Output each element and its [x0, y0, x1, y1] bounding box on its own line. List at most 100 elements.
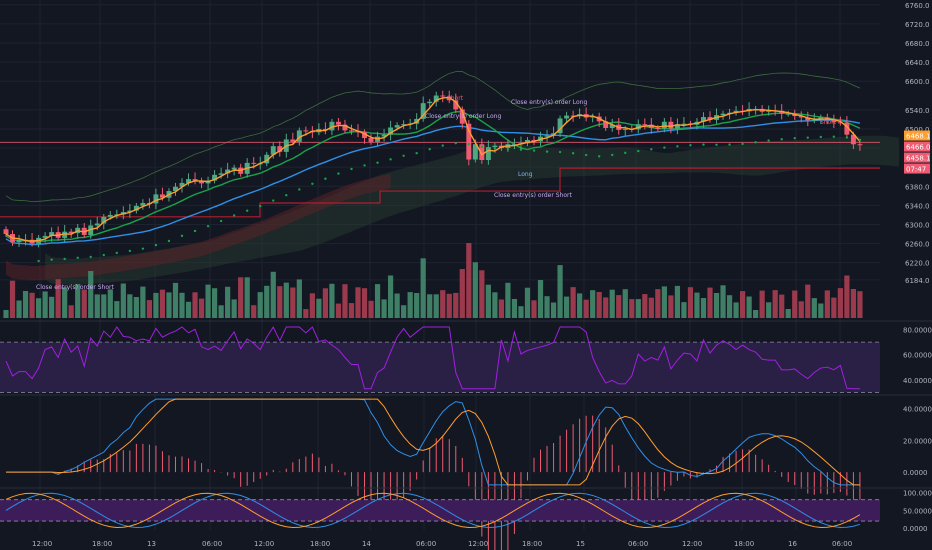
candle-body[interactable]	[798, 116, 804, 118]
candle-body[interactable]	[388, 127, 394, 135]
candle-body[interactable]	[857, 144, 863, 146]
candle-body[interactable]	[49, 232, 55, 236]
volume-bar	[466, 243, 472, 318]
candle-body[interactable]	[844, 122, 850, 135]
candle-body[interactable]	[335, 121, 341, 125]
candle-body[interactable]	[557, 118, 563, 134]
volume-bar	[687, 287, 694, 318]
parabolic-sar-dot	[89, 255, 92, 259]
candle-body[interactable]	[590, 116, 596, 118]
candle-body[interactable]	[349, 130, 354, 132]
candle-body[interactable]	[701, 117, 706, 122]
candle-body[interactable]	[94, 223, 100, 226]
candle-body[interactable]	[192, 179, 198, 181]
candle-body[interactable]	[661, 121, 667, 129]
price-axis-tick-label: 6340.0	[905, 202, 930, 210]
price-axis-tick-label: 6220.0	[905, 260, 930, 268]
candle-body[interactable]	[179, 182, 185, 187]
candle-body[interactable]	[492, 145, 498, 148]
candle-body[interactable]	[642, 124, 648, 126]
candle-body[interactable]	[290, 139, 296, 142]
candle-body[interactable]	[68, 231, 74, 234]
candle-body[interactable]	[655, 128, 661, 129]
candle-body[interactable]	[511, 144, 517, 146]
candle-body[interactable]	[101, 216, 107, 224]
candle-body[interactable]	[850, 134, 856, 145]
volume-bar	[374, 284, 381, 318]
candle-body[interactable]	[831, 119, 837, 123]
volume-bar	[192, 292, 198, 318]
candle-body[interactable]	[479, 144, 485, 160]
price-badge	[904, 130, 930, 141]
candle-body[interactable]	[433, 95, 439, 102]
candle-body[interactable]	[218, 173, 224, 175]
candle-body[interactable]	[707, 117, 713, 120]
candle-body[interactable]	[303, 130, 309, 132]
candle-body[interactable]	[622, 128, 628, 130]
candle-body[interactable]	[544, 135, 550, 137]
macd-axis-tick-label: 0.0000	[903, 469, 928, 477]
candle-body[interactable]	[153, 194, 159, 204]
candle-body[interactable]	[420, 103, 426, 119]
candle-body[interactable]	[264, 154, 270, 164]
candle-body[interactable]	[472, 144, 478, 160]
candle-body[interactable]	[3, 229, 9, 235]
candle-body[interactable]	[720, 113, 726, 116]
candle-body[interactable]	[225, 169, 231, 174]
candle-body[interactable]	[231, 167, 237, 170]
candle-body[interactable]	[394, 125, 400, 128]
volume-bar	[322, 288, 329, 318]
candle-body[interactable]	[603, 121, 609, 128]
candle-body[interactable]	[427, 101, 433, 104]
candle-body[interactable]	[674, 124, 680, 129]
candle-body[interactable]	[805, 117, 811, 121]
candle-body[interactable]	[270, 146, 276, 155]
candle-body[interactable]	[368, 138, 374, 142]
candle-body[interactable]	[140, 202, 146, 206]
candle-body[interactable]	[212, 174, 218, 181]
candle-body[interactable]	[446, 96, 452, 101]
candle-body[interactable]	[668, 121, 674, 129]
candle-body[interactable]	[485, 147, 491, 160]
candle-body[interactable]	[16, 239, 22, 243]
candle-body[interactable]	[322, 128, 328, 131]
candle-body[interactable]	[531, 139, 537, 142]
volume-bar	[427, 294, 433, 318]
candle-body[interactable]	[381, 134, 387, 137]
candle-body[interactable]	[159, 194, 165, 198]
candle-body[interactable]	[466, 123, 472, 160]
volume-bar	[498, 299, 505, 318]
volume-bar	[225, 286, 231, 318]
candle-body[interactable]	[199, 180, 205, 184]
candle-body[interactable]	[453, 100, 459, 110]
volume-bar	[759, 290, 765, 318]
candle-body[interactable]	[173, 186, 178, 192]
candle-body[interactable]	[42, 235, 48, 238]
candle-body[interactable]	[766, 110, 772, 112]
candle-body[interactable]	[296, 130, 302, 142]
candle-body[interactable]	[133, 205, 139, 211]
candle-body[interactable]	[342, 124, 348, 131]
candle-body[interactable]	[107, 214, 113, 217]
candle-body[interactable]	[459, 109, 465, 124]
candle-body[interactable]	[681, 123, 687, 125]
candle-body[interactable]	[401, 124, 407, 126]
candle-body[interactable]	[785, 113, 791, 115]
candle-body[interactable]	[329, 121, 335, 131]
candle-body[interactable]	[440, 95, 446, 97]
candle-body[interactable]	[88, 225, 94, 235]
candle-body[interactable]	[186, 179, 191, 183]
candle-body[interactable]	[362, 132, 367, 139]
candle-body[interactable]	[127, 210, 133, 213]
candle-body[interactable]	[837, 122, 843, 124]
candle-body[interactable]	[609, 124, 615, 128]
candle-body[interactable]	[62, 231, 68, 238]
candle-body[interactable]	[251, 162, 257, 164]
candle-body[interactable]	[525, 139, 530, 144]
candle-body[interactable]	[811, 119, 817, 121]
candle-body[interactable]	[277, 146, 283, 152]
volume-bar	[844, 275, 850, 318]
candle-body[interactable]	[564, 115, 570, 119]
